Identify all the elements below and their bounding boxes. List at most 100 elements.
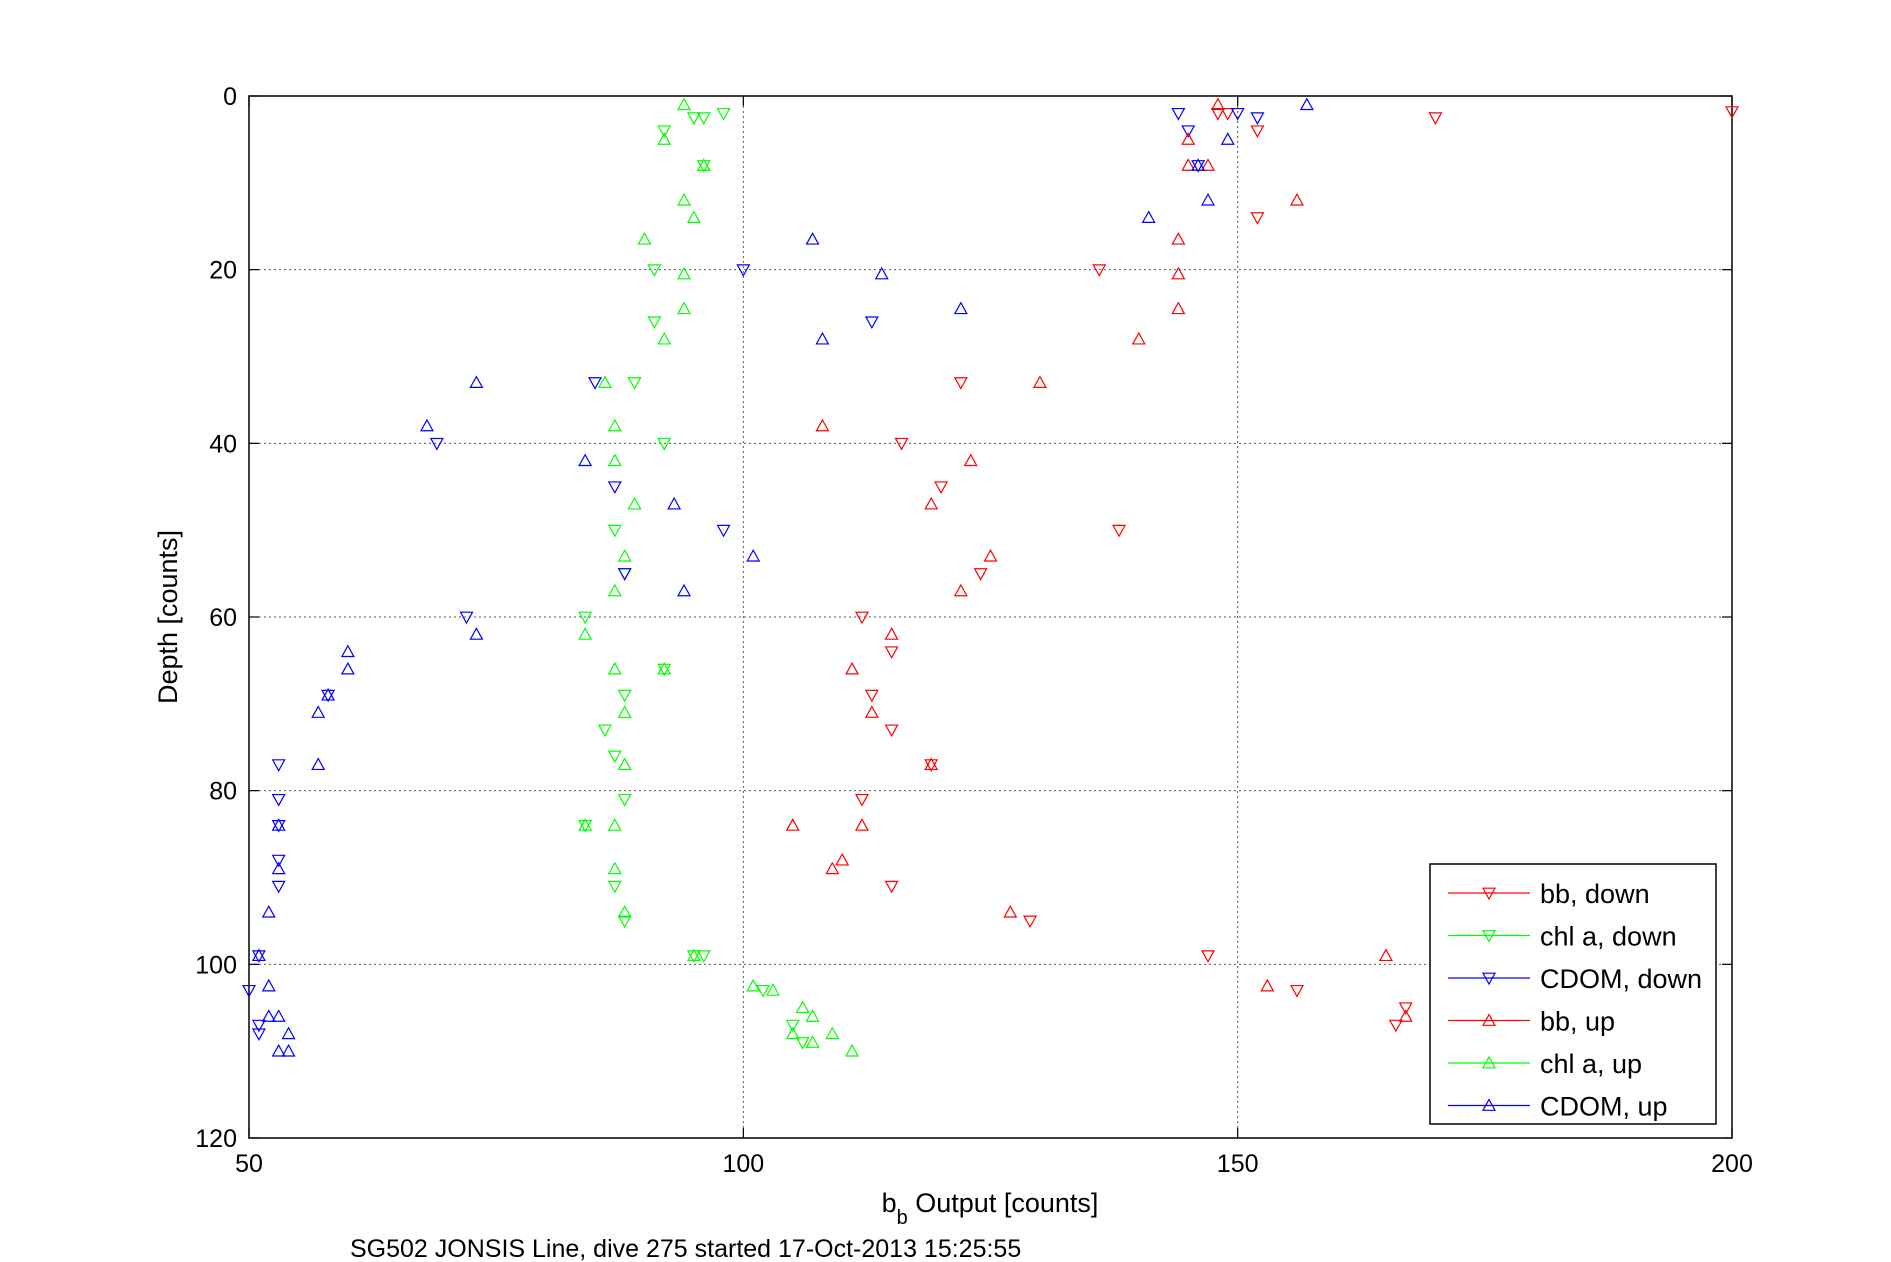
data-point (676, 192, 692, 206)
data-point (676, 301, 692, 315)
ticks-layer: 50 100 150 200 0 20 40 60 80 100 120 (195, 83, 1753, 1178)
data-point (884, 627, 899, 640)
data-point (1250, 112, 1265, 125)
data-point (1112, 524, 1127, 538)
series-bb-up (785, 97, 1413, 1022)
data-point (251, 1028, 266, 1042)
data-point (854, 793, 869, 807)
legend-label-chl-a-up: chl a, up (1540, 1049, 1642, 1079)
series-cdom-up (251, 97, 1314, 1057)
data-point (736, 264, 751, 277)
data-point (1023, 915, 1038, 929)
data-point (924, 757, 939, 771)
data-point (765, 983, 781, 996)
data-point (1131, 331, 1146, 345)
data-point (627, 377, 642, 390)
data-point (261, 904, 276, 918)
data-point (1171, 107, 1186, 121)
series-bb-down (854, 106, 1740, 1033)
data-point (1378, 948, 1393, 962)
data-point (271, 818, 286, 831)
data-point (607, 481, 622, 494)
data-point (617, 793, 632, 807)
data-point (1260, 978, 1275, 992)
series-chl-a-up (578, 97, 860, 1057)
data-point (469, 627, 484, 640)
legend: bb, down chl a, down CDOM, down bb, up chl a… (1429, 863, 1717, 1125)
data-point (647, 264, 662, 277)
figure-caption: SG502 JONSIS Line, dive 275 started 17-O… (350, 1235, 1021, 1262)
data-point (746, 548, 761, 562)
data-point (864, 705, 879, 718)
x-axis-label-subscript: b (897, 1207, 908, 1229)
data-point (647, 316, 662, 330)
data-point (953, 377, 968, 390)
data-point (261, 1009, 276, 1022)
legend-marker-chl-a-down (1481, 930, 1497, 943)
data-point (469, 375, 484, 388)
data-point (340, 644, 355, 658)
data-point (311, 705, 326, 718)
data-point (617, 904, 632, 918)
data-point (251, 948, 266, 962)
data-point (607, 750, 622, 764)
x-axis-label: bb Output [counts] (882, 1188, 1099, 1229)
data-point (281, 1026, 296, 1040)
data-point (578, 453, 593, 467)
data-point (1200, 950, 1216, 963)
data-point (746, 978, 761, 992)
data-point (657, 661, 672, 675)
data-point (825, 1026, 840, 1040)
data-point (815, 331, 830, 345)
legend-label-cdom-up: CDOM, up (1540, 1092, 1668, 1122)
data-point (854, 818, 869, 831)
data-point (825, 861, 840, 875)
data-point (1003, 904, 1018, 918)
data-point (815, 418, 830, 432)
data-point (1181, 158, 1196, 171)
x-tick-label: 50 (235, 1150, 263, 1178)
x-axis-label-rest: Output [counts] (908, 1188, 1099, 1218)
data-point (864, 316, 879, 330)
data-point (271, 1043, 286, 1057)
data-point (676, 266, 692, 280)
data-point (588, 377, 603, 390)
data-point (241, 984, 257, 998)
legend-marker-bb-down (1481, 887, 1497, 901)
grid-layer (249, 96, 1732, 1138)
data-point (934, 481, 949, 494)
data-point (973, 568, 988, 581)
legend-label-bb-down: bb, down (1540, 879, 1650, 909)
data-point (1210, 107, 1225, 121)
data-point (617, 689, 632, 703)
data-point (795, 1000, 810, 1014)
data-point (924, 496, 939, 510)
data-point (617, 915, 632, 929)
legend-marker-chl-a-up (1481, 1055, 1497, 1069)
data-point (607, 583, 622, 597)
data-point (864, 689, 879, 703)
y-tick-label: 40 (209, 430, 237, 458)
data-point (845, 1043, 860, 1057)
data-point (1724, 106, 1740, 119)
data-point (617, 705, 632, 718)
data-point (963, 453, 978, 467)
data-point (716, 107, 731, 121)
data-point (271, 880, 286, 894)
data-point (657, 331, 672, 345)
data-point (785, 818, 800, 831)
data-point (667, 496, 682, 510)
data-point (271, 1009, 286, 1022)
data-point (686, 112, 701, 125)
data-point (953, 301, 968, 315)
legend-marker-cdom-down (1481, 972, 1497, 986)
data-point (1220, 107, 1235, 121)
legend-label-cdom-down: CDOM, down (1540, 964, 1702, 994)
x-tick-label: 200 (1711, 1150, 1753, 1178)
data-point (676, 583, 692, 597)
data-point (607, 818, 622, 831)
data-point (578, 611, 593, 625)
data-point (676, 97, 692, 111)
data-point (657, 132, 672, 145)
